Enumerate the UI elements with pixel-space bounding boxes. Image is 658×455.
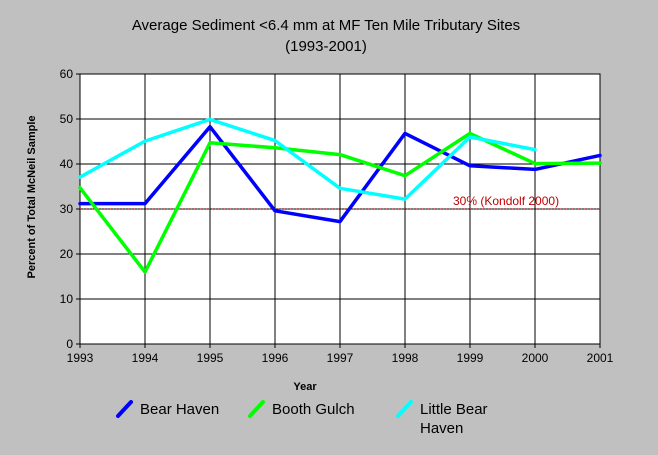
legend-label: Little Bear bbox=[420, 401, 488, 418]
legend-swatch bbox=[396, 400, 413, 418]
y-tick-label: 10 bbox=[60, 292, 74, 306]
reference-line-label: 30% (Kondolf 2000) bbox=[453, 194, 559, 208]
y-tick-label: 40 bbox=[60, 157, 74, 171]
x-tick-label: 1997 bbox=[327, 351, 354, 365]
legend-label: Bear Haven bbox=[140, 401, 219, 418]
chart-title: Average Sediment <6.4 mm at MF Ten Mile … bbox=[132, 17, 520, 34]
legend-swatch bbox=[248, 400, 265, 418]
series-line-booth-gulch bbox=[78, 131, 602, 274]
x-tick-label: 1998 bbox=[392, 351, 419, 365]
x-tick-label: 2001 bbox=[587, 351, 614, 365]
reference-line-group: 30% (Kondolf 2000) bbox=[80, 194, 600, 210]
x-tick-label: 1993 bbox=[67, 351, 94, 365]
axes: 1993 1994 1995 1996 1997 1998 1999 2000 2001 0 10 2… bbox=[60, 67, 614, 365]
series-line-bear-haven bbox=[78, 124, 602, 224]
x-axis-title: Year bbox=[293, 381, 317, 393]
x-tick-label: 1994 bbox=[132, 351, 159, 365]
x-tick-label: 1999 bbox=[457, 351, 484, 365]
x-tick-label: 1995 bbox=[197, 351, 224, 365]
x-tick-label: 1996 bbox=[262, 351, 289, 365]
x-tick-label: 2000 bbox=[522, 351, 549, 365]
legend-swatch bbox=[116, 400, 133, 418]
y-tick-label: 30 bbox=[60, 202, 74, 216]
y-tick-label: 0 bbox=[66, 337, 73, 351]
chart-subtitle: (1993-2001) bbox=[285, 38, 367, 55]
legend-label: Booth Gulch bbox=[272, 401, 355, 418]
y-axis-title: Percent of Total McNeil Sample bbox=[26, 115, 38, 278]
y-tick-label: 50 bbox=[60, 112, 74, 126]
series-group bbox=[78, 117, 602, 274]
legend-label: Haven bbox=[420, 420, 463, 437]
y-tick-label: 20 bbox=[60, 247, 74, 261]
y-tick-label: 60 bbox=[60, 67, 74, 81]
series-line-little-bear-haven bbox=[78, 117, 537, 201]
legend: Bear Haven Booth Gulch Little Bear Haven bbox=[116, 400, 488, 437]
